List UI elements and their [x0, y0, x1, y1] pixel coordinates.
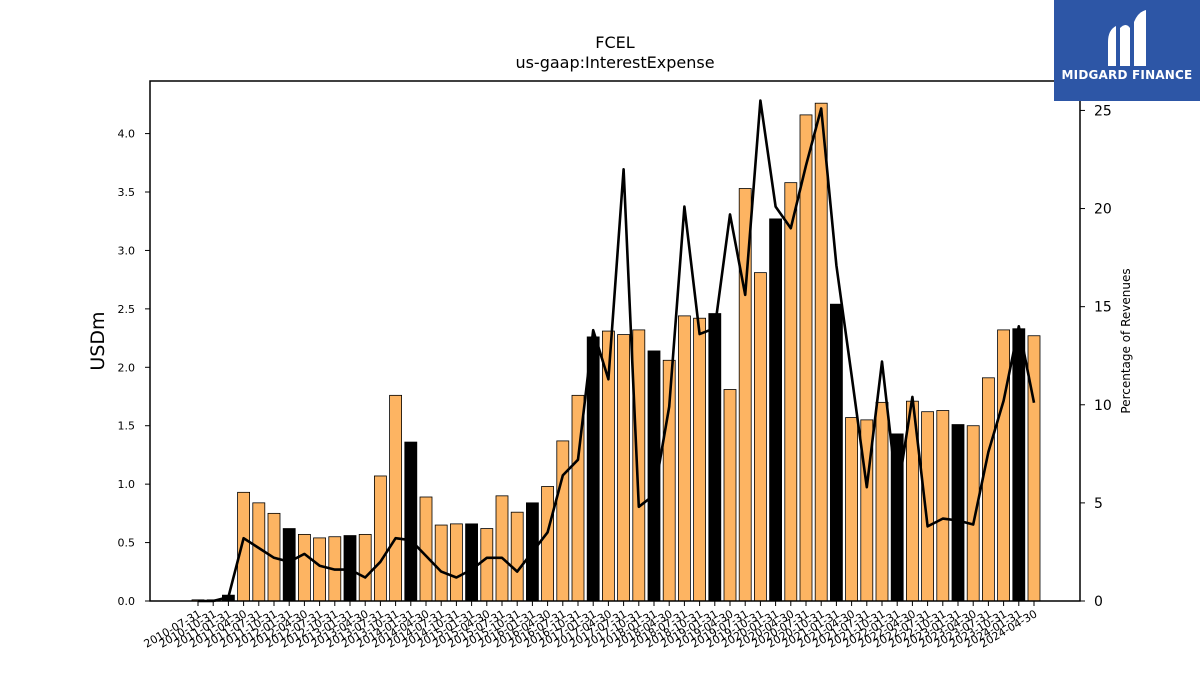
bar	[434, 524, 448, 602]
bar	[678, 315, 691, 602]
bar	[966, 425, 980, 602]
bar	[875, 401, 889, 602]
bar	[465, 523, 479, 602]
bar	[723, 389, 737, 602]
bar	[982, 377, 995, 602]
bar	[921, 411, 934, 602]
bar	[1012, 328, 1026, 602]
bar	[313, 537, 327, 602]
bar	[556, 440, 570, 602]
bar	[693, 317, 706, 602]
bar	[754, 272, 767, 602]
y2-tick-label: 10	[1094, 398, 1112, 414]
bar	[449, 523, 463, 602]
y-tick-label: 3.5	[118, 186, 136, 199]
bar	[419, 496, 433, 602]
y-tick-label: 0.5	[118, 537, 136, 550]
bar	[389, 394, 403, 602]
bar	[495, 495, 509, 602]
bar	[358, 533, 372, 602]
bar	[480, 528, 494, 602]
y-tick-label: 4.0	[118, 128, 136, 141]
plot-frame	[149, 80, 1081, 602]
brand-name: MIDGARD FINANCE	[1061, 68, 1193, 82]
chart-title: FCEL	[595, 33, 634, 52]
percentage-line	[198, 99, 1036, 603]
bar	[237, 491, 251, 602]
y-tick-label: 3.0	[118, 244, 136, 257]
bar	[784, 182, 798, 602]
y-axis-label: USDm	[87, 311, 109, 370]
bar	[282, 528, 296, 602]
axes-layer: 0.00.51.01.52.02.53.03.54.00510152025201…	[118, 103, 1112, 650]
bar	[830, 303, 843, 602]
y-tick-label: 2.5	[118, 303, 136, 316]
bar	[297, 533, 311, 602]
chart-subtitle: us-gaap:InterestExpense	[515, 53, 714, 72]
bar	[541, 486, 554, 602]
bar	[936, 410, 950, 602]
bar	[632, 329, 646, 602]
bar	[343, 535, 357, 602]
y2-axis-label: Percentage of Revenues	[1119, 268, 1133, 413]
bar	[814, 102, 828, 602]
brand-logo: MIDGARD FINANCE	[1054, 0, 1200, 101]
y2-tick-label: 5	[1094, 496, 1103, 512]
y2-tick-label: 0	[1094, 594, 1103, 610]
y-tick-label: 2.0	[118, 361, 136, 374]
y-tick-label: 1.5	[118, 420, 136, 433]
bar	[951, 424, 965, 602]
bar	[845, 417, 858, 602]
y2-tick-label: 25	[1094, 103, 1112, 119]
bar	[510, 511, 524, 602]
midgard-logo-icon	[1108, 10, 1146, 66]
bar	[404, 441, 418, 602]
bar	[769, 218, 782, 602]
bar	[373, 475, 387, 602]
bar	[997, 329, 1010, 602]
y-tick-label: 1.0	[118, 478, 136, 491]
bars-layer	[191, 102, 1041, 602]
y-tick-label: 0.0	[118, 595, 136, 608]
bar	[708, 313, 722, 602]
bar	[617, 334, 630, 602]
line-layer	[198, 99, 1036, 603]
y2-tick-label: 20	[1094, 202, 1112, 218]
y2-tick-label: 15	[1094, 300, 1112, 316]
